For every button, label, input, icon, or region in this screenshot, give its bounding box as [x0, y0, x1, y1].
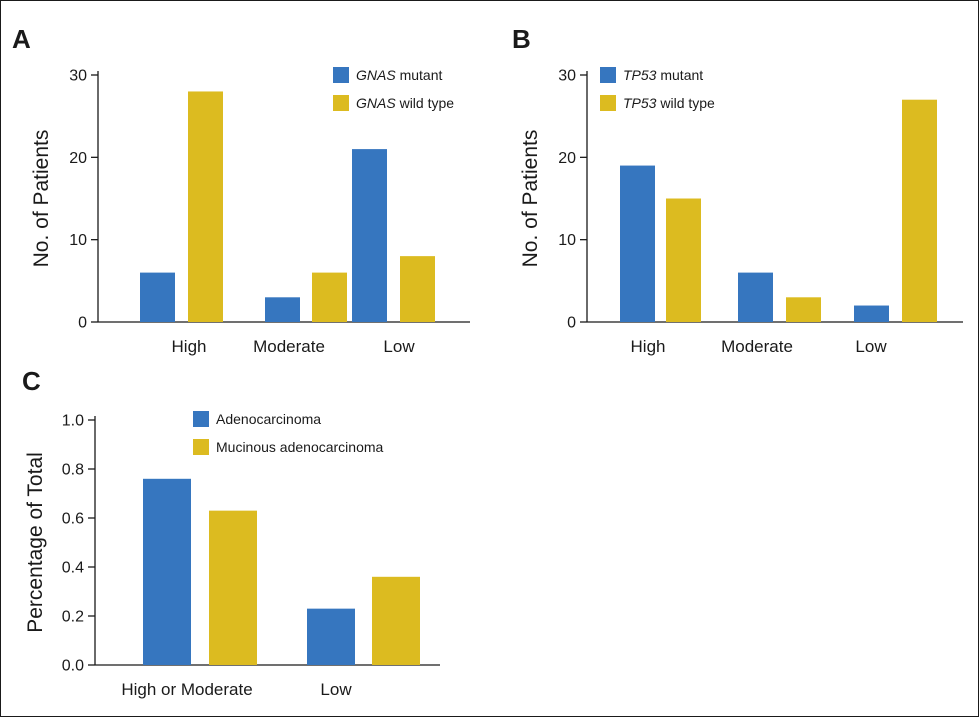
panel-a-y-axis-title: No. of Patients [30, 130, 53, 268]
panel-b-legend-label-1: TP53 mutant [623, 67, 703, 83]
panel-a-legend-swatch-2 [333, 95, 349, 111]
panel-c-bar-high-or-moderate-series1 [143, 478, 191, 665]
panel-b-legend-swatch-2 [600, 95, 616, 111]
panel-b-bar-low-series2 [902, 99, 937, 322]
panel-b-legend-label-2: TP53 wild type [623, 95, 715, 111]
panel-b-bar-moderate-series2 [786, 297, 821, 322]
panel-c-legend-label-1: Adenocarcinoma [216, 411, 321, 427]
panel-c-bar-high-or-moderate-series2 [209, 510, 257, 665]
panel-b-category-label: Moderate [721, 337, 793, 356]
panel-a-y-tick-label: 20 [69, 150, 87, 167]
panel-a-y-tick-label: 10 [69, 232, 87, 249]
panel-b-y-tick-label: 20 [558, 150, 576, 167]
panel-b-y-axis-title: No. of Patients [519, 130, 542, 268]
panel-a-letter: A [12, 24, 31, 54]
panel-a-bar-moderate-series2 [312, 272, 347, 322]
panel-a-bar-low-series1 [352, 149, 387, 322]
panel-c-legend-swatch-1 [193, 411, 209, 427]
panel-a-legend-label-1: GNAS mutant [356, 67, 442, 83]
panel-a-bar-high-series1 [140, 272, 175, 322]
panel-a-y-tick-label: 30 [69, 68, 87, 85]
panel-a-bar-high-series2 [188, 91, 223, 322]
panel-c-y-tick-label: 0.4 [62, 560, 84, 577]
panel-b-bar-moderate-series1 [738, 272, 773, 322]
panel-c-bar-low-series2 [372, 576, 420, 665]
panel-b-y-tick-label: 30 [558, 68, 576, 85]
panel-a-bar-moderate-series1 [265, 297, 300, 322]
panel-c-y-tick-label: 0.0 [62, 658, 84, 675]
panel-a-y-tick-label: 0 [78, 315, 87, 332]
panel-a-bar-low-series2 [400, 256, 435, 322]
panel-a-category-label: Low [383, 337, 415, 356]
panel-c-legend-label-2: Mucinous adenocarcinoma [216, 439, 384, 455]
panel-c-y-tick-label: 1.0 [62, 413, 84, 430]
panel-b-category-label: High [631, 337, 666, 356]
panel-b-category-label: Low [855, 337, 887, 356]
panel-c-category-label: High or Moderate [121, 680, 252, 699]
panel-c-legend-swatch-2 [193, 439, 209, 455]
panel-c-letter: C [22, 366, 41, 396]
panel-b-letter: B [512, 24, 531, 54]
panel-b-bar-high-series1 [620, 165, 655, 322]
panel-a-legend-swatch-1 [333, 67, 349, 83]
panel-b-legend-swatch-1 [600, 67, 616, 83]
panel-b-y-tick-label: 10 [558, 232, 576, 249]
panel-b-bar-low-series1 [854, 305, 889, 322]
panel-b-bar-high-series2 [666, 198, 701, 322]
panel-a-category-label: High [172, 337, 207, 356]
panel-c-bar-low-series1 [307, 608, 355, 665]
panel-a-category-label: Moderate [253, 337, 325, 356]
panel-c-y-tick-label: 0.8 [62, 462, 84, 479]
panel-c-category-label: Low [320, 680, 352, 699]
panel-c-y-tick-label: 0.2 [62, 609, 84, 626]
panel-c-y-axis-title: Percentage of Total [24, 452, 47, 633]
panel-b-y-tick-label: 0 [567, 315, 576, 332]
panel-c-y-tick-label: 0.6 [62, 511, 84, 528]
panel-a-legend-label-2: GNAS wild type [356, 95, 454, 111]
